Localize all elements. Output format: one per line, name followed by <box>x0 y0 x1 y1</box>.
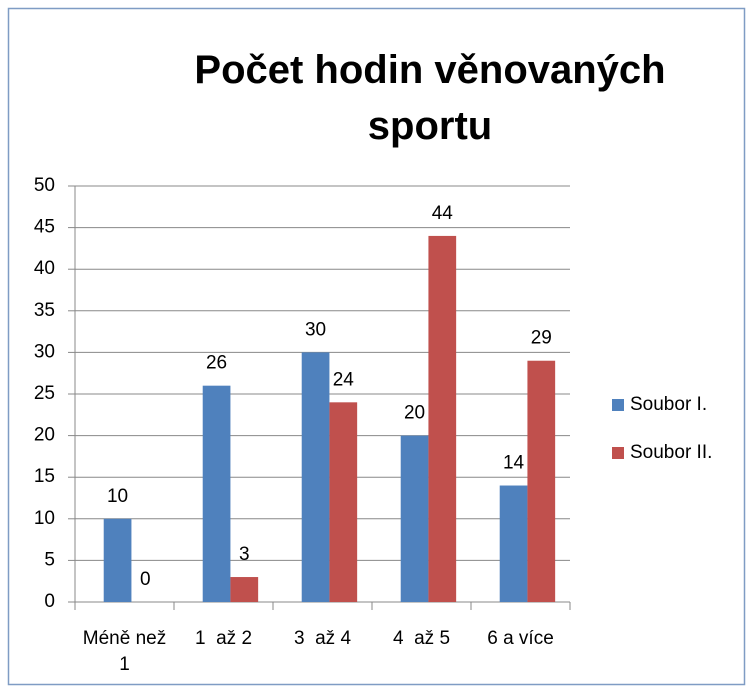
x-tick-label: 1 až 2 <box>194 628 253 649</box>
data-label: 10 <box>107 486 128 507</box>
bar <box>329 402 358 602</box>
legend-label: Soubor II. <box>630 442 712 463</box>
x-tick-label: 3 až 4 <box>293 628 352 649</box>
y-tick-label: 0 <box>44 591 55 612</box>
data-label: 3 <box>239 544 250 565</box>
x-tick-label: 4 až 5 <box>392 628 451 649</box>
data-label: 29 <box>531 328 552 349</box>
bar <box>527 360 556 602</box>
x-tick-label: Méně než 1 <box>82 628 172 675</box>
bar <box>499 485 528 602</box>
y-tick-label: 50 <box>34 175 55 196</box>
y-tick-label: 35 <box>34 300 55 321</box>
bar <box>400 435 429 602</box>
y-tick-label: 5 <box>44 549 55 570</box>
bar <box>428 235 457 603</box>
data-label: 20 <box>404 403 425 424</box>
data-label: 26 <box>206 353 227 374</box>
legend-swatch <box>612 399 624 411</box>
y-tick-label: 45 <box>34 217 55 238</box>
y-tick-label: 10 <box>34 508 55 529</box>
data-label: 14 <box>503 453 525 474</box>
y-tick-label: 15 <box>34 466 55 487</box>
data-label: 24 <box>333 369 355 390</box>
data-label: 30 <box>305 319 326 340</box>
chart-title: Počet hodin věnovaných sportu <box>194 48 666 148</box>
data-label: 44 <box>432 203 454 224</box>
legend-label: Soubor I. <box>630 394 707 415</box>
y-tick-label: 30 <box>34 341 55 362</box>
bar <box>202 385 231 602</box>
legend-swatch <box>612 447 624 459</box>
bar <box>103 518 132 602</box>
bar <box>301 352 330 602</box>
y-tick-label: 20 <box>34 425 55 446</box>
bar <box>230 577 259 602</box>
x-tick-label: 6 a více <box>487 628 554 649</box>
y-tick-label: 25 <box>34 383 55 404</box>
y-tick-label: 40 <box>34 258 55 279</box>
data-label: 0 <box>140 569 151 590</box>
